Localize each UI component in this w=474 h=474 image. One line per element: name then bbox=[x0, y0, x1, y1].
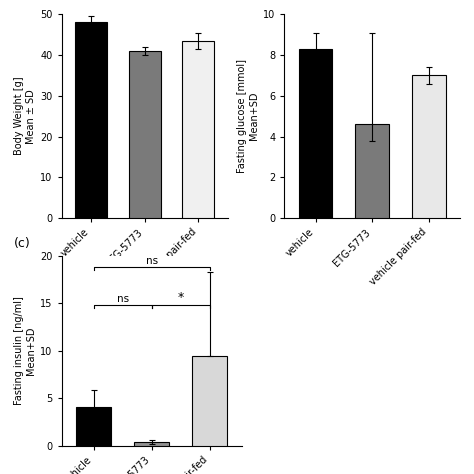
Text: ns: ns bbox=[117, 294, 128, 304]
Y-axis label: Body Weight [g]
Mean ± SD: Body Weight [g] Mean ± SD bbox=[14, 77, 36, 155]
Text: ns: ns bbox=[146, 256, 158, 266]
Bar bbox=[128, 51, 161, 218]
Bar bbox=[76, 407, 111, 446]
Bar bbox=[299, 49, 332, 218]
Y-axis label: Fasting glucose [mmol]
Mean+SD: Fasting glucose [mmol] Mean+SD bbox=[237, 59, 259, 173]
Bar bbox=[192, 356, 227, 446]
Bar bbox=[75, 22, 107, 218]
Bar bbox=[355, 124, 389, 218]
Y-axis label: Fasting insulin [ng/ml]
Mean+SD: Fasting insulin [ng/ml] Mean+SD bbox=[14, 296, 36, 405]
Bar bbox=[182, 41, 214, 218]
Text: (c): (c) bbox=[14, 237, 31, 250]
Bar bbox=[412, 75, 446, 218]
Bar bbox=[134, 442, 169, 446]
Text: *: * bbox=[178, 292, 184, 304]
